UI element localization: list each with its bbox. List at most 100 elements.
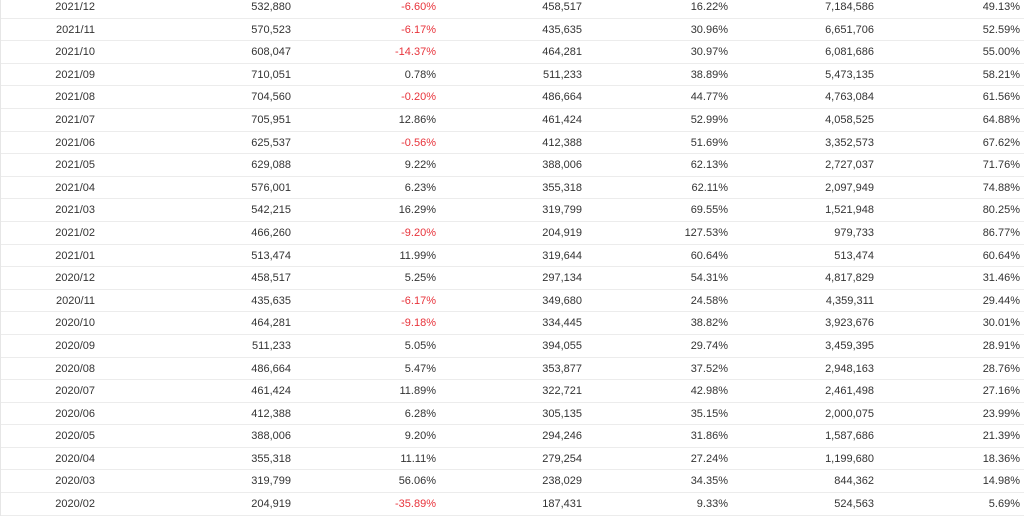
cumulative-cell: 6,081,686 — [825, 46, 874, 59]
cumulative-rate-cell: 74.88% — [982, 181, 1020, 194]
value-cell: 710,051 — [251, 68, 291, 81]
change-rate-cell: 5.25% — [404, 272, 436, 285]
cumulative-cell: 5,473,135 — [825, 68, 874, 81]
cumulative-cell: 1,587,686 — [825, 430, 874, 443]
change-rate-cell: -6.17% — [401, 23, 436, 36]
month-cell: 2020/12 — [55, 272, 95, 285]
value-cell: 435,635 — [251, 294, 291, 307]
month-cell: 2020/02 — [55, 498, 95, 511]
value-cell: 629,088 — [251, 159, 291, 172]
month-cell: 2020/11 — [56, 294, 95, 307]
base-value-cell: 319,644 — [542, 249, 582, 262]
month-cell: 2021/10 — [55, 46, 95, 59]
cumulative-rate-cell: 71.76% — [982, 159, 1020, 172]
month-cell: 2020/04 — [55, 452, 95, 465]
change-rate-cell: 11.11% — [400, 452, 436, 465]
value-cell: 704,560 — [251, 91, 291, 104]
table-row: 2021/04 576,001 6.23% 355,318 62.11% 2,097,94… — [1, 177, 1024, 200]
cumulative-rate-cell: 31.46% — [982, 272, 1020, 285]
growth-rate-cell: 54.31% — [690, 272, 728, 285]
base-value-cell: 349,680 — [542, 294, 582, 307]
cumulative-cell: 1,521,948 — [825, 204, 874, 217]
growth-rate-cell: 37.52% — [690, 362, 728, 375]
base-value-cell: 435,635 — [542, 23, 582, 36]
month-cell: 2021/12 — [55, 1, 95, 13]
cumulative-rate-cell: 60.64% — [982, 249, 1020, 262]
base-value-cell: 353,877 — [542, 362, 582, 375]
change-rate-cell: 6.28% — [404, 407, 436, 420]
table-row: 2020/08 486,664 5.47% 353,877 37.52% 2,948,16… — [1, 358, 1024, 381]
base-value-cell: 388,006 — [542, 159, 582, 172]
month-cell: 2020/07 — [55, 385, 95, 398]
table-row: 2021/07 705,951 12.86% 461,424 52.99% 4,058,5… — [1, 109, 1024, 132]
cumulative-cell: 3,352,573 — [825, 136, 874, 149]
table-row: 2021/09 710,051 0.78% 511,233 38.89% 5,473,13… — [1, 64, 1024, 87]
month-cell: 2021/04 — [55, 181, 95, 194]
growth-rate-cell: 35.15% — [690, 407, 728, 420]
base-value-cell: 458,517 — [542, 1, 582, 13]
table-row: 2021/08 704,560 -0.20% 486,664 44.77% 4,763,0… — [1, 86, 1024, 109]
month-cell: 2021/06 — [55, 136, 95, 149]
value-cell: 608,047 — [251, 46, 291, 59]
growth-rate-cell: 38.89% — [690, 68, 728, 81]
growth-rate-cell: 16.22% — [690, 1, 728, 13]
change-rate-cell: -6.17% — [401, 294, 436, 307]
change-rate-cell: 9.22% — [404, 159, 436, 172]
growth-rate-cell: 9.33% — [696, 498, 728, 511]
cumulative-rate-cell: 49.13% — [982, 1, 1020, 13]
growth-rate-cell: 62.13% — [690, 159, 728, 172]
table-row: 2020/11 435,635 -6.17% 349,680 24.58% 4,359,3… — [1, 290, 1024, 313]
cumulative-cell: 3,459,395 — [825, 339, 874, 352]
cumulative-rate-cell: 61.56% — [982, 91, 1020, 104]
change-rate-cell: 5.05% — [404, 339, 436, 352]
change-rate-cell: 0.78% — [404, 68, 436, 81]
change-rate-cell: 16.29% — [398, 204, 436, 217]
growth-rate-cell: 30.96% — [690, 23, 728, 36]
table-row: 2020/12 458,517 5.25% 297,134 54.31% 4,817,82… — [1, 267, 1024, 290]
cumulative-cell: 2,727,037 — [825, 159, 874, 172]
table-row: 2021/02 466,260 -9.20% 204,919 127.53% 979,73… — [1, 222, 1024, 245]
cumulative-rate-cell: 23.99% — [982, 407, 1020, 420]
base-value-cell: 334,445 — [542, 317, 582, 330]
cumulative-rate-cell: 28.91% — [982, 339, 1020, 352]
value-cell: 355,318 — [251, 452, 291, 465]
month-cell: 2020/10 — [55, 317, 95, 330]
cumulative-cell: 6,651,706 — [825, 23, 874, 36]
month-cell: 2020/09 — [55, 339, 95, 352]
month-cell: 2021/02 — [55, 226, 95, 239]
change-rate-cell: -14.37% — [395, 46, 436, 59]
month-cell: 2021/05 — [55, 159, 95, 172]
value-cell: 513,474 — [251, 249, 291, 262]
cumulative-rate-cell: 52.59% — [982, 23, 1020, 36]
base-value-cell: 486,664 — [542, 91, 582, 104]
growth-rate-cell: 24.58% — [690, 294, 728, 307]
cumulative-cell: 1,199,680 — [825, 452, 874, 465]
change-rate-cell: -9.20% — [401, 226, 436, 239]
cumulative-rate-cell: 30.01% — [982, 317, 1020, 330]
base-value-cell: 294,246 — [542, 430, 582, 443]
cumulative-cell: 4,763,084 — [825, 91, 874, 104]
growth-rate-cell: 60.64% — [690, 249, 728, 262]
month-cell: 2020/06 — [55, 407, 95, 420]
base-value-cell: 511,233 — [543, 68, 582, 81]
base-value-cell: 279,254 — [542, 452, 582, 465]
value-cell: 319,799 — [251, 475, 291, 488]
cumulative-rate-cell: 64.88% — [982, 113, 1020, 126]
cumulative-rate-cell: 5.69% — [988, 498, 1020, 511]
month-cell: 2021/07 — [55, 113, 95, 126]
change-rate-cell: 5.47% — [404, 362, 436, 375]
growth-rate-cell: 52.99% — [690, 113, 728, 126]
value-cell: 532,880 — [251, 1, 291, 13]
value-cell: 388,006 — [251, 430, 291, 443]
table-row: 2021/12 532,880 -6.60% 458,517 16.22% 7,184,5… — [1, 0, 1024, 19]
growth-rate-cell: 127.53% — [684, 226, 728, 239]
base-value-cell: 355,318 — [542, 181, 582, 194]
cumulative-cell: 2,948,163 — [825, 362, 874, 375]
table-row: 2020/03 319,799 56.06% 238,029 34.35% 844,362… — [1, 470, 1024, 494]
month-cell: 2021/11 — [56, 23, 95, 36]
growth-rate-cell: 44.77% — [690, 91, 728, 104]
value-cell: 486,664 — [251, 362, 291, 375]
value-cell: 542,215 — [251, 204, 291, 217]
growth-rate-cell: 27.24% — [690, 452, 728, 465]
change-rate-cell: 9.20% — [404, 430, 436, 443]
